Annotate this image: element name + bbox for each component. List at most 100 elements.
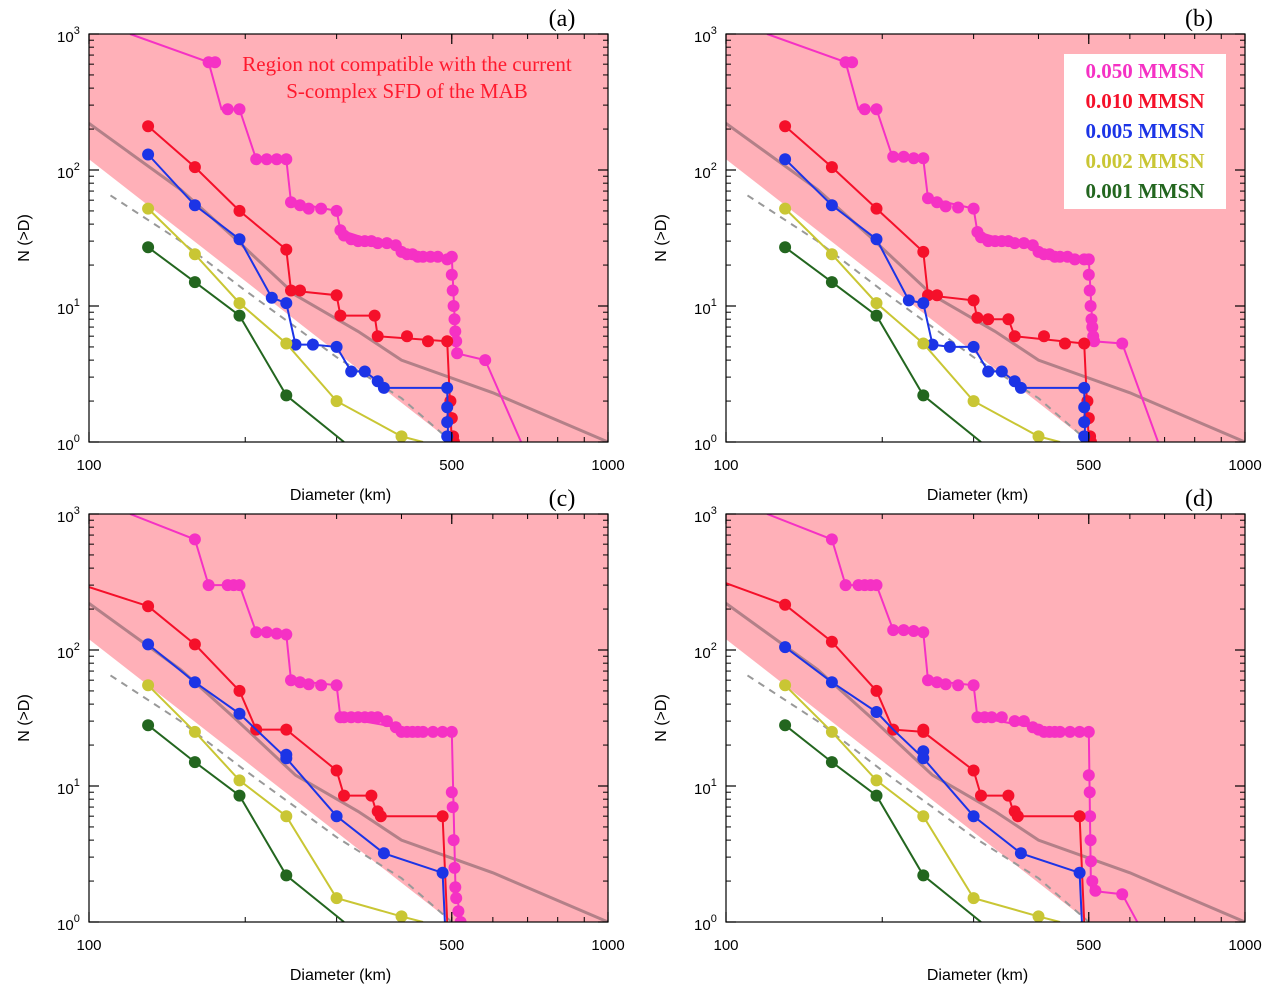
data-point [330,340,343,353]
data-point [825,725,838,738]
data-point [368,309,381,322]
data-point [825,533,838,546]
data-point [233,707,246,720]
data-point [926,338,939,351]
data-point [233,297,246,310]
data-point [188,638,201,651]
data-point [450,892,463,905]
data-point [285,284,297,297]
y-tick-label: 102 [57,641,80,662]
data-point [939,200,952,213]
data-point [302,202,315,215]
data-point [345,365,358,378]
y-axis-label: N (>D) [16,214,33,262]
data-point [825,276,838,289]
data-point [454,916,467,922]
series-0-050-mmsn [766,514,1139,922]
data-point [441,416,454,429]
data-point [188,533,201,546]
data-point [967,892,980,905]
data-point [825,199,838,212]
data-point [975,789,987,802]
data-point [779,153,792,166]
data-point [422,335,434,348]
series-line [89,586,449,922]
data-point [1078,401,1091,414]
data-point [280,337,293,350]
plot-frame [725,33,1246,443]
data-point [1083,786,1096,799]
series-0-050-mmsn [766,34,1160,442]
data-point [233,684,246,697]
plot-frame [88,33,609,443]
data-point [897,624,910,637]
y-axis-label: N (>D) [653,694,670,742]
data-point [1084,834,1097,847]
data-point [917,389,930,402]
data-point [952,201,965,214]
data-point [779,120,792,133]
data-point [445,725,458,738]
data-point [931,289,943,302]
data-point [233,579,246,592]
data-point [395,430,408,442]
series-0-050-mmsn [129,34,523,442]
data-point [395,910,408,922]
data-point [1082,725,1095,738]
data-point [365,789,378,802]
data-point [142,719,155,732]
data-point [250,626,263,639]
data-point [280,723,293,736]
data-point [1068,253,1081,266]
series-0-005-mmsn [779,153,1091,442]
panel-1: 100 500 1000 100 101 102 103 Diameter (km) N (>D… [16,6,625,504]
data-point [917,869,930,882]
data-point [260,626,273,639]
data-point [825,161,838,174]
plot-frame [725,513,1246,923]
data-point [982,313,995,326]
data-point [1073,725,1086,738]
data-point [839,579,852,592]
data-point [870,202,883,215]
legend-entry: 0.002 MMSN [1086,149,1205,173]
data-point [451,347,464,360]
data-point [371,237,384,250]
data-point [209,56,222,69]
series-0-002-mmsn [142,202,424,442]
panel-label: (c) [549,486,576,512]
data-point [446,801,459,814]
data-point [142,120,155,133]
data-point [967,764,980,777]
data-point [479,354,492,367]
data-point [1008,237,1021,250]
series-0-001-mmsn [142,719,345,922]
data-point [188,161,201,174]
panel-2: 100 500 1000 100 101 102 103 Diameter (km) N (>D… [653,6,1262,504]
data-point [441,335,454,348]
data-point [917,245,930,258]
data-point [447,834,460,847]
data-point [289,338,302,351]
data-point [202,579,215,592]
y-axis-label: N (>D) [16,694,33,742]
x-tick-label: 1000 [1228,937,1261,954]
data-point [233,204,246,217]
data-point [917,725,930,738]
data-point [1084,810,1097,823]
data-point [897,150,910,163]
data-point [1032,430,1045,442]
data-point [825,676,838,689]
legend: 0.050 MMSN 0.010 MMSN 0.005 MMSN 0.002 MMSN… [1064,54,1226,209]
data-point [233,103,246,116]
y-axis-label: N (>D) [653,214,670,262]
series-0-010-mmsn [779,120,1097,442]
data-point [358,365,371,378]
data-point [338,789,350,802]
data-point [436,866,449,879]
data-point [825,756,838,769]
data-point [371,711,384,724]
dashed-reference-line [109,674,453,922]
data-point [887,150,900,163]
data-point [779,641,792,654]
